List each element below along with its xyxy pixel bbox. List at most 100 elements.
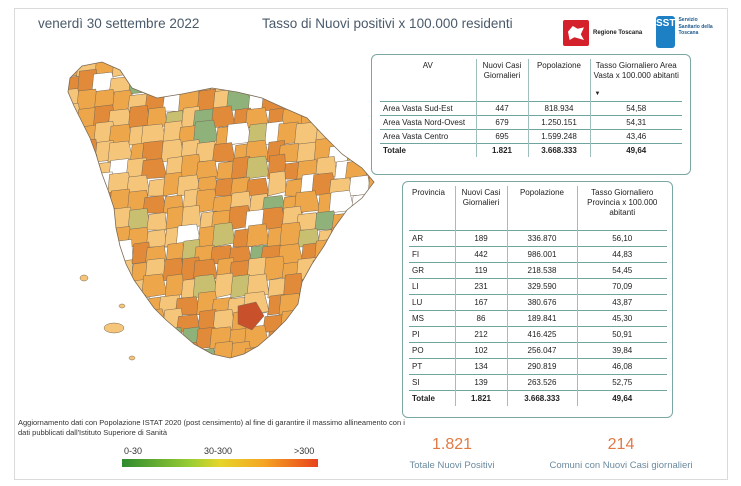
cell-tasso: 56,10 [576,229,667,246]
municipality-area [144,75,168,95]
col-header-provincia[interactable]: Provincia [412,188,445,197]
municipality-area [298,295,321,316]
municipality-area [174,69,202,95]
kpi-value: 1.821 [431,436,473,453]
col-header-tasso[interactable]: Tasso Giornaliero Provincia x 100.000 ab… [576,186,667,230]
cell-tasso: 54,31 [589,114,682,129]
municipality-area [334,87,355,112]
municipality-area [314,344,338,358]
municipality-area [297,324,321,350]
municipality-area [145,229,168,248]
cell-name: PO [409,341,455,358]
cell-popolazione: 380.676 [506,293,577,310]
col-header-nuovi-casi[interactable]: Nuovi Casi Giornalieri [475,59,528,101]
municipality-area [73,190,100,214]
data-update-note: Aggiornamento dati con Popolazione ISTAT… [18,418,405,437]
sst-logo-mark: SST [656,16,676,48]
municipality-area [68,172,83,197]
municipality-area [351,90,372,112]
municipality-area [68,246,83,265]
sort-desc-icon[interactable]: ▼ [594,90,601,97]
municipality-area [368,361,380,370]
municipality-area [162,341,185,358]
cell-popolazione: 3.668.333 [527,142,590,157]
col-header-nuovi-casi[interactable]: Nuovi Casi Giornalieri [454,186,507,230]
municipality-area [335,340,355,358]
tuscany-map [67,61,380,370]
municipality-area [284,89,304,112]
island-area [79,274,89,282]
cell-nuovi-casi: 679 [475,114,528,129]
table-row: FI 442 986.001 44,83 [409,245,667,262]
municipality-area [345,342,372,358]
provincia-header-row: Provincia Nuovi Casi Giornalieri Popolaz… [409,186,667,230]
table-row: MS 86 189.841 45,30 [409,309,667,326]
municipality-area [215,363,235,370]
municipality-area [266,329,287,350]
municipality-area [246,223,270,248]
municipality-area [74,224,100,248]
cell-popolazione: 1.599.248 [527,128,590,143]
municipality-area [68,257,83,282]
municipality-area [114,275,134,299]
municipality-area [367,326,374,350]
cell-name: Area Vasta Nord-Ovest [380,114,476,129]
municipality-area [368,191,374,214]
cell-nuovi-casi: 167 [454,293,507,310]
col-header-popolazione[interactable]: Popolazione [506,186,577,230]
municipality-area [352,331,372,350]
provincia-table: Provincia Nuovi Casi Giornalieri Popolaz… [409,186,667,406]
municipality-area [158,62,185,78]
cell-popolazione: 218.538 [506,261,577,278]
cell-tasso: 45,30 [576,309,667,326]
col-header-popolazione[interactable]: Popolazione [527,59,590,101]
cell-name: LU [409,293,455,310]
municipality-area [318,62,338,78]
kpi-comuni-nuovi-casi: 214 Comuni con Nuovi Casi giornalieri [538,436,704,471]
municipality-area [316,364,337,370]
cell-popolazione: 3.668.333 [506,389,577,406]
municipality-area [280,309,304,333]
municipality-area [244,62,270,78]
municipality-area [68,122,83,146]
municipality-area [352,306,372,333]
municipality-area [345,122,372,146]
municipality-area [310,258,338,282]
municipality-area [73,172,100,197]
cell-tasso: 54,58 [589,100,682,115]
municipality-area [158,75,185,95]
municipality-area [74,325,100,350]
kpi-label: Comuni con Nuovi Casi giornalieri [549,460,693,471]
municipality-area [68,291,83,316]
municipality-area [129,62,151,78]
municipality-area [350,274,372,299]
col-header-tasso[interactable]: Tasso Giornaliero Area Vasta x 100.000 a… [589,59,682,101]
municipality-area [367,172,374,197]
municipality-area [264,348,287,358]
municipality-area [313,92,338,112]
col-header-av[interactable]: AV [422,61,433,70]
municipality-area [250,365,269,370]
cell-name: PT [409,357,455,374]
area-vasta-header-row: AV Nuovi Casi Giornalieri Popolazione Ta… [380,59,682,101]
cell-popolazione: 416.425 [506,325,577,342]
legend-label-mid: 30-300 [204,446,233,456]
municipality-area [328,120,355,146]
municipality-area [146,212,168,231]
municipality-area [141,273,168,299]
municipality-area [147,178,168,197]
municipality-area [128,104,151,129]
cell-nuovi-casi: 695 [475,128,528,143]
cell-nuovi-casi: 442 [454,245,507,262]
municipality-area [295,359,320,370]
legend-label-high: >300 [294,446,315,456]
municipality-area [316,290,338,316]
municipality-area [348,175,372,197]
table-row: GR 119 218.538 54,45 [409,261,667,278]
municipality-area [363,262,374,282]
cell-popolazione: 329.590 [506,277,577,294]
municipality-area [80,294,100,316]
municipality-area [73,240,100,265]
municipality-area [97,359,116,370]
municipality-area [350,210,372,231]
